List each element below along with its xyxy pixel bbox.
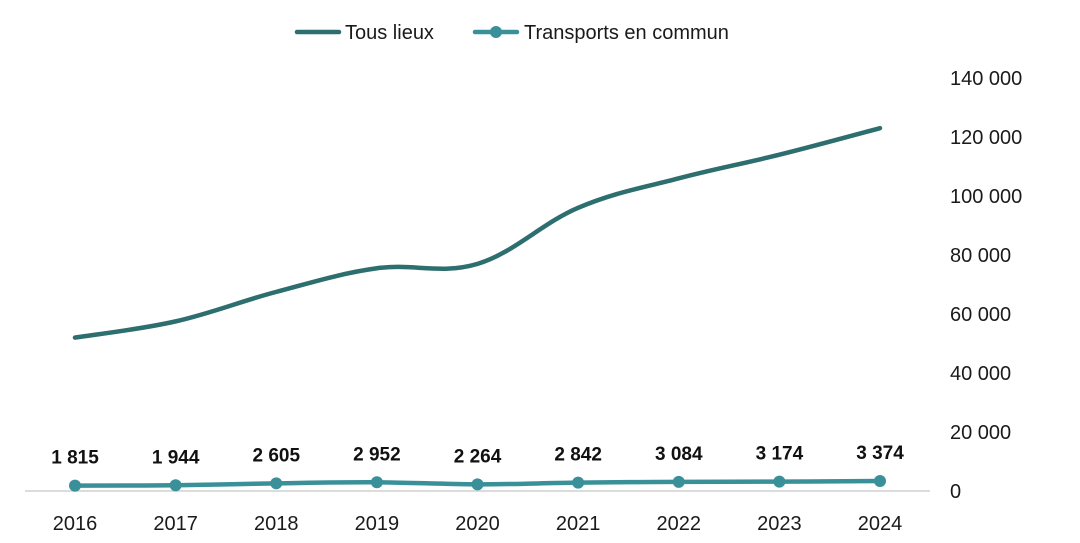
x-tick-label: 2017: [153, 513, 198, 535]
y-tick-label: 100 000: [950, 186, 1022, 208]
legend: Tous lieux Transports en commun: [294, 22, 729, 44]
y-tick-label: 140 000: [950, 68, 1022, 90]
data-point-marker: [572, 476, 585, 489]
data-label: 2 264: [454, 446, 502, 467]
data-point-marker: [370, 476, 383, 489]
data-label: 3 174: [756, 444, 804, 465]
y-tick-label: 120 000: [950, 127, 1022, 149]
y-tick-label: 40 000: [950, 363, 1011, 385]
data-point-marker: [672, 475, 685, 488]
data-label: 3 084: [655, 444, 703, 465]
legend-label: Tous lieux: [345, 22, 434, 44]
data-point-marker: [169, 479, 182, 492]
x-tick-label: 2019: [355, 513, 400, 535]
x-tick-label: 2024: [858, 513, 903, 535]
y-tick-label: 20 000: [950, 422, 1011, 444]
data-labels: 1 815 1 944 2 605 2 952 2 264 2 842 3 084 3 174…: [51, 443, 904, 469]
data-point-marker: [270, 477, 283, 490]
y-tick-label: 0: [950, 481, 961, 503]
x-tick-label: 2022: [657, 513, 702, 535]
y-tick-label: 60 000: [950, 304, 1011, 326]
data-label: 2 605: [252, 445, 300, 466]
data-point-marker: [471, 478, 484, 491]
x-tick-label: 2023: [757, 513, 802, 535]
data-label: 2 952: [353, 444, 401, 465]
axes: 0 20 000 40 000 60 000 80 000 100 000 120 000 1…: [25, 68, 1022, 535]
x-tick-label: 2016: [53, 513, 98, 535]
series-layer: [69, 125, 886, 492]
legend-swatch-marker: [490, 26, 502, 38]
data-label: 1 815: [51, 448, 99, 469]
x-tick-label: 2018: [254, 513, 299, 535]
data-point-marker: [69, 479, 81, 492]
x-tick-label: 2020: [455, 513, 500, 535]
data-label: 1 944: [152, 447, 200, 468]
series-line-0: [72, 125, 883, 340]
data-label: 2 842: [554, 445, 602, 466]
x-tick-label: 2021: [556, 513, 601, 535]
data-label: 3 374: [856, 443, 904, 464]
data-point-marker: [874, 475, 886, 488]
data-point-marker: [773, 475, 786, 488]
y-tick-label: 80 000: [950, 245, 1011, 267]
legend-label: Transports en commun: [524, 22, 729, 44]
